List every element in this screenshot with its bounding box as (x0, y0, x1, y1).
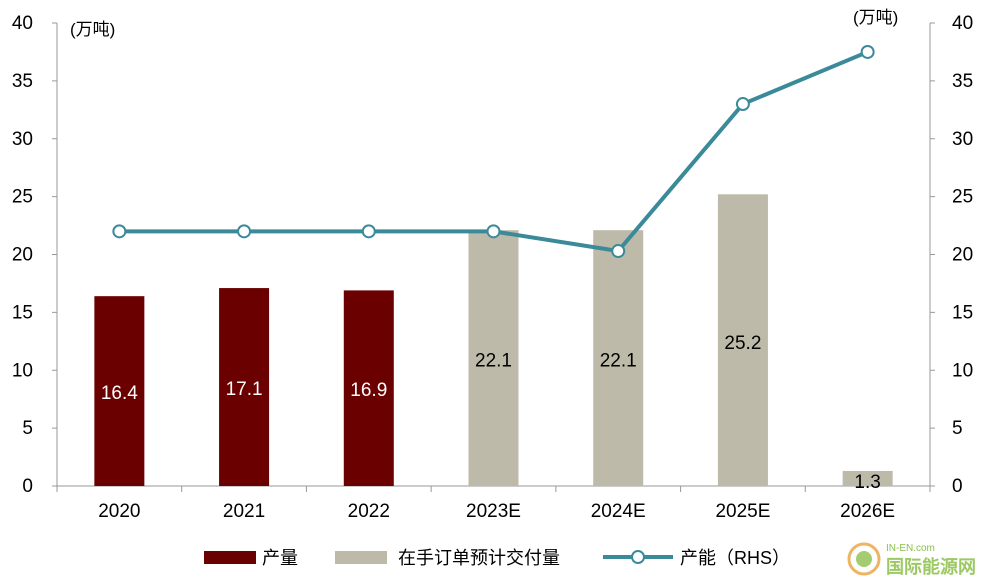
right-axis-unit: (万吨) (853, 8, 898, 27)
left-tick-label: 5 (22, 418, 33, 439)
right-tick-label: 15 (952, 302, 973, 323)
left-tick-label: 35 (12, 71, 33, 92)
legend-marker (631, 550, 645, 564)
x-tick-label: 2026E (840, 501, 895, 522)
right-tick-label: 25 (952, 187, 973, 208)
line-point (735, 97, 750, 112)
right-tick-label: 30 (952, 129, 973, 150)
bar-data-label: 25.2 (724, 333, 761, 354)
x-tick-label: 2023E (466, 501, 521, 522)
line-point (486, 224, 501, 239)
x-tick-label: 2022 (348, 501, 390, 522)
legend: 产量 在手订单预计交付量 产能（RHS） (204, 548, 790, 568)
bar (219, 288, 270, 486)
left-tick-label: 30 (12, 129, 33, 150)
x-tick-label: 2021 (223, 501, 265, 522)
bar (593, 230, 644, 486)
legend-swatch (204, 551, 256, 564)
left-axis-unit: (万吨) (70, 20, 115, 39)
x-tick-label: 2020 (98, 501, 140, 522)
line-point (860, 44, 875, 59)
bar (343, 290, 394, 486)
bars (94, 194, 893, 486)
bar (94, 296, 145, 486)
watermark-subtext: IN-EN.com (886, 543, 935, 554)
right-tick-label: 10 (952, 360, 973, 381)
legend-swatch (335, 551, 387, 564)
capacity-line (112, 44, 875, 259)
bar-data-label: 22.1 (475, 351, 512, 372)
watermark-text: 国际能源网 (886, 556, 976, 578)
right-axis: 0 5 10 15 20 25 30 35 40 (万吨) (853, 8, 973, 497)
legend-label: 产能（RHS） (680, 548, 790, 568)
right-tick-label: 20 (952, 245, 973, 266)
bar (842, 470, 893, 486)
x-axis: 2020 2021 2022 2023E 2024E 2025E 2026E (56, 485, 931, 522)
line-point (611, 244, 626, 259)
bar (468, 230, 519, 486)
bar-data-label: 17.1 (226, 379, 263, 400)
left-tick-label: 10 (12, 360, 33, 381)
right-tick-label: 35 (952, 71, 973, 92)
left-tick-label: 40 (12, 13, 33, 34)
left-axis: 0 5 10 15 20 25 30 35 40 (万吨) (12, 13, 115, 497)
legend-label: 产量 (262, 548, 298, 568)
left-tick-label: 20 (12, 245, 33, 266)
bar-data-label: 16.9 (350, 380, 387, 401)
line-point (361, 224, 376, 239)
line-point (112, 224, 127, 239)
bar (717, 194, 768, 486)
bar-data-label: 22.1 (600, 351, 637, 372)
left-tick-label: 0 (22, 476, 33, 497)
right-tick-label: 5 (952, 418, 963, 439)
left-tick-label: 15 (12, 302, 33, 323)
legend-label: 在手订单预计交付量 (398, 548, 560, 568)
right-tick-label: 40 (952, 13, 973, 34)
x-tick-label: 2025E (715, 501, 770, 522)
bar-data-label: 1.3 (854, 472, 880, 493)
left-tick-label: 25 (12, 187, 33, 208)
line-point (237, 224, 252, 239)
bar-data-label: 16.4 (101, 383, 138, 404)
right-tick-label: 0 (952, 476, 963, 497)
x-tick-label: 2024E (591, 501, 646, 522)
watermark-logo: IN-EN.com 国际能源网 (847, 542, 976, 578)
data-labels: 16.4 17.1 16.9 22.1 22.1 25.2 1.3 (101, 333, 881, 493)
